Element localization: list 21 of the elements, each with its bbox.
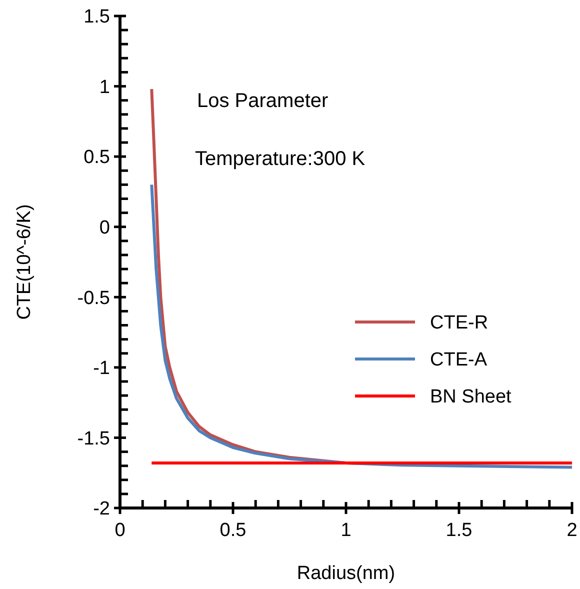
- y-tick-label: -1.5: [77, 428, 110, 450]
- y-tick-label: 1.5: [84, 6, 110, 28]
- x-tick-label: 2: [566, 520, 578, 541]
- annotation: Los Parameter: [197, 90, 329, 112]
- annotation: Temperature:300 K: [195, 148, 366, 170]
- y-tick-label: 0: [99, 218, 110, 239]
- line-series: [150, 183, 574, 469]
- y-tick-label: 0.5: [84, 147, 110, 168]
- x-tick-label: 0: [114, 520, 126, 541]
- y-tick-label: -1: [93, 358, 110, 380]
- x-tick-label: 0.5: [220, 520, 246, 541]
- y-axis-title: CTE(10^-6/K): [14, 204, 35, 320]
- x-tick-label: 1.5: [446, 520, 472, 541]
- legend-label: CTE-R: [430, 312, 488, 334]
- legend-label: CTE-A: [430, 350, 488, 371]
- y-tick-label: -2: [93, 498, 110, 520]
- x-tick-label: 1: [340, 520, 352, 541]
- x-axis-title: Radius(nm): [296, 563, 396, 584]
- y-tick-label: 1: [99, 76, 110, 98]
- y-tick-label: -0.5: [77, 288, 110, 309]
- legend-label: BN Sheet: [430, 386, 512, 408]
